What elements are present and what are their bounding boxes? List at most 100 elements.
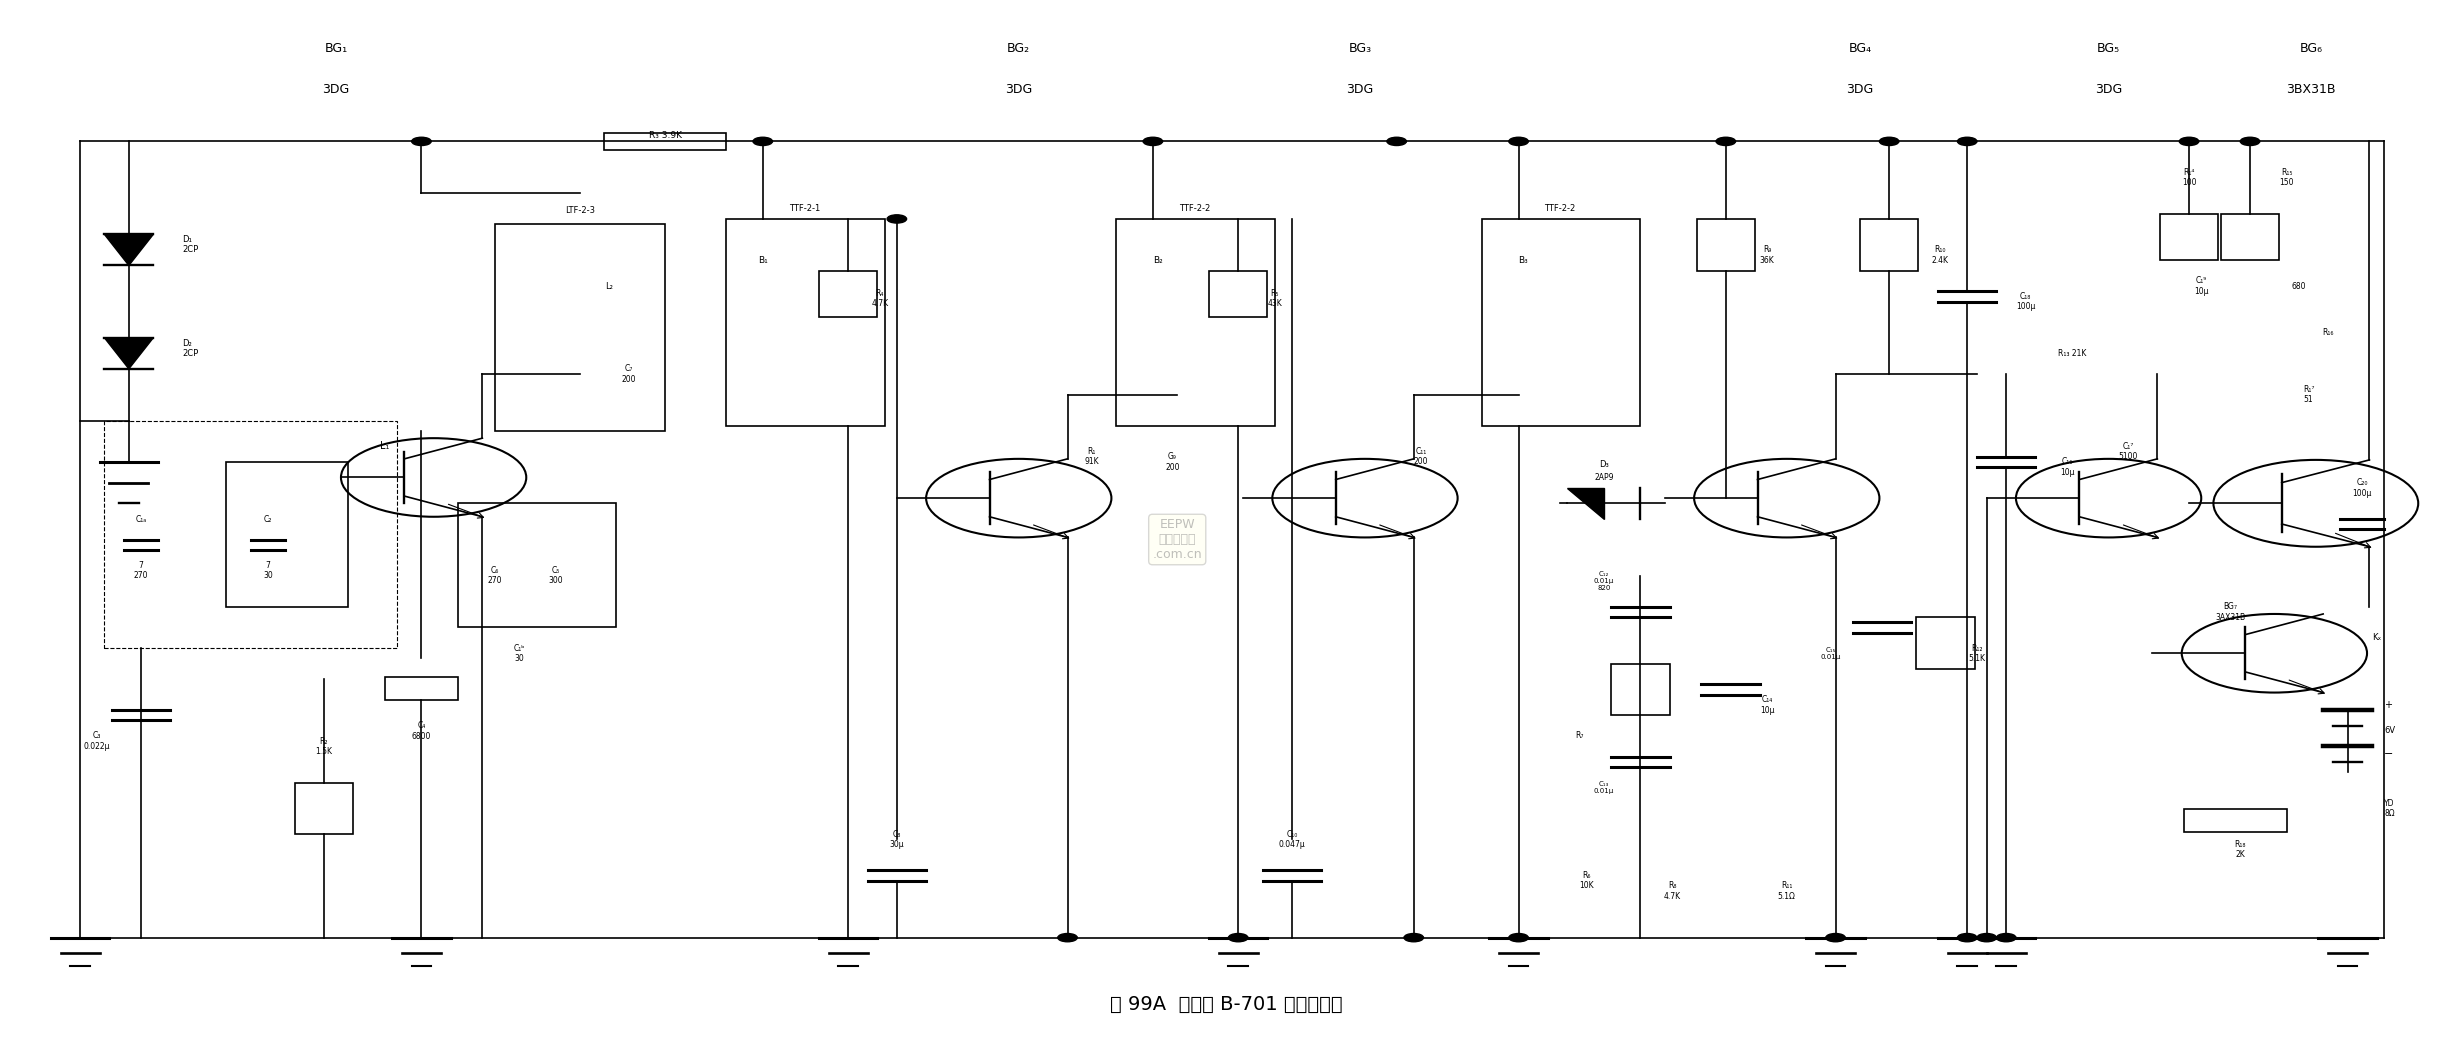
Text: C₁₃
0.01μ: C₁₃ 0.01μ	[1594, 781, 1613, 794]
Text: BG₁: BG₁	[324, 42, 348, 54]
Polygon shape	[105, 235, 152, 265]
Bar	[495, 224, 664, 431]
Text: C₁₆
10μ: C₁₆ 10μ	[2060, 457, 2074, 477]
Text: 3DG: 3DG	[1346, 83, 1373, 96]
Text: C₁⁷
5100: C₁⁷ 5100	[2119, 442, 2138, 461]
Polygon shape	[105, 337, 152, 369]
Circle shape	[412, 137, 432, 146]
Circle shape	[888, 215, 907, 223]
Circle shape	[1388, 137, 1407, 146]
Circle shape	[1405, 934, 1425, 942]
Text: R₁₆: R₁₆	[2322, 328, 2334, 337]
Circle shape	[1228, 934, 1248, 942]
Bar	[1861, 219, 1917, 270]
Text: 7
270: 7 270	[135, 561, 147, 581]
Bar	[1209, 270, 1268, 318]
Text: C₁₈
100μ: C₁₈ 100μ	[2016, 292, 2035, 311]
Text: R₁⁷
51: R₁⁷ 51	[2302, 385, 2315, 405]
Text: R₁₂
5.1K: R₁₂ 5.1K	[1969, 643, 1986, 663]
Text: BG₆: BG₆	[2300, 42, 2322, 54]
Text: C₃
0.022μ: C₃ 0.022μ	[83, 732, 110, 750]
Bar	[1611, 663, 1670, 716]
Text: 3DG: 3DG	[2094, 83, 2123, 96]
Bar	[1116, 219, 1275, 425]
Bar	[385, 677, 459, 700]
Text: 680: 680	[2293, 282, 2305, 290]
Text: R₇: R₇	[1574, 732, 1584, 741]
Bar	[1697, 219, 1756, 270]
Text: C₂₀
100μ: C₂₀ 100μ	[2351, 478, 2371, 498]
Circle shape	[1508, 934, 1528, 942]
Text: C₅
300: C₅ 300	[549, 566, 564, 586]
Circle shape	[1143, 137, 1162, 146]
Circle shape	[1508, 137, 1528, 146]
Text: R₁₈
2K: R₁₈ 2K	[2234, 840, 2246, 859]
Text: R₂
1.5K: R₂ 1.5K	[316, 737, 333, 756]
Text: C₄
6800: C₄ 6800	[412, 721, 432, 741]
Text: EEPW
电子发烧友
.com.cn: EEPW 电子发烧友 .com.cn	[1152, 518, 1201, 561]
Text: D₁
2CP: D₁ 2CP	[181, 235, 199, 255]
Text: BG₂: BG₂	[1008, 42, 1030, 54]
Circle shape	[1957, 934, 1976, 942]
Text: C₁ᵇ
30: C₁ᵇ 30	[512, 643, 525, 663]
Bar	[2222, 214, 2280, 260]
Text: C₁₁
200: C₁₁ 200	[1415, 447, 1430, 466]
Text: R₉
36K: R₉ 36K	[1761, 245, 1775, 265]
Text: 3BX31B: 3BX31B	[2285, 83, 2337, 96]
Bar	[105, 420, 397, 648]
Circle shape	[1996, 934, 2016, 942]
Text: BG₃: BG₃	[1349, 42, 1371, 54]
Text: 3DG: 3DG	[1846, 83, 1873, 96]
Text: BG₅: BG₅	[2096, 42, 2121, 54]
Text: 2AP9: 2AP9	[1594, 473, 1613, 482]
Text: L₂: L₂	[606, 282, 613, 290]
Circle shape	[1716, 137, 1736, 146]
Bar	[819, 270, 878, 318]
Text: Kₓ: Kₓ	[2371, 633, 2381, 642]
Bar	[2160, 214, 2219, 260]
Text: C₁₀
0.047μ: C₁₀ 0.047μ	[1277, 830, 1304, 849]
Text: C₁⁹
10μ: C₁⁹ 10μ	[2195, 277, 2209, 296]
Text: C₁ₐ: C₁ₐ	[135, 515, 147, 524]
Circle shape	[1057, 934, 1076, 942]
Text: 3DG: 3DG	[324, 83, 351, 96]
Text: L₁: L₁	[380, 441, 390, 452]
Text: BG₄: BG₄	[1849, 42, 1871, 54]
Text: R₄
4.7K: R₄ 4.7K	[870, 289, 888, 308]
Polygon shape	[1567, 487, 1604, 519]
Text: 图 99A  乌江牌 B-701 型电原理图: 图 99A 乌江牌 B-701 型电原理图	[1111, 996, 1341, 1014]
Text: 7
30: 7 30	[262, 561, 272, 581]
Text: TTF-2-2: TTF-2-2	[1545, 204, 1577, 213]
Text: 3DG: 3DG	[1005, 83, 1032, 96]
Text: R₁₅
150: R₁₅ 150	[2280, 168, 2293, 188]
Text: C₁₅
0.01μ: C₁₅ 0.01μ	[1819, 647, 1841, 660]
Text: YD
8Ω: YD 8Ω	[2383, 799, 2396, 818]
Text: TTF-2-2: TTF-2-2	[1179, 204, 1209, 213]
Text: B₂: B₂	[1152, 256, 1162, 265]
Bar	[726, 219, 885, 425]
Bar	[294, 783, 353, 834]
Circle shape	[1957, 137, 1976, 146]
Bar	[1481, 219, 1640, 425]
Circle shape	[1878, 137, 1898, 146]
Text: R₁
91K: R₁ 91K	[1084, 447, 1098, 466]
Circle shape	[2180, 137, 2199, 146]
Text: 6V: 6V	[2383, 726, 2396, 736]
Text: C₆
270: C₆ 270	[488, 566, 503, 586]
Text: R₁₀
2.4K: R₁₀ 2.4K	[1932, 245, 1949, 265]
Text: G₉
200: G₉ 200	[1165, 453, 1179, 472]
Text: R₈
4.7K: R₈ 4.7K	[1662, 881, 1680, 901]
Text: R₃ 3.9K: R₃ 3.9K	[650, 131, 682, 139]
Text: LTF-2-3: LTF-2-3	[564, 206, 596, 215]
Text: BG₇
3AX31B: BG₇ 3AX31B	[2217, 603, 2246, 621]
Bar	[2185, 809, 2288, 832]
Text: C₁₂
0.01μ
820: C₁₂ 0.01μ 820	[1594, 571, 1613, 591]
Circle shape	[1976, 934, 1996, 942]
Text: R₁₁
5.1Ω: R₁₁ 5.1Ω	[1778, 881, 1795, 901]
Text: R₆
10K: R₆ 10K	[1579, 871, 1594, 891]
Text: R₁⁴
100: R₁⁴ 100	[2182, 168, 2197, 188]
Circle shape	[2241, 137, 2261, 146]
Bar	[226, 462, 348, 607]
Text: B₁: B₁	[758, 256, 767, 265]
Bar	[1915, 617, 1974, 669]
